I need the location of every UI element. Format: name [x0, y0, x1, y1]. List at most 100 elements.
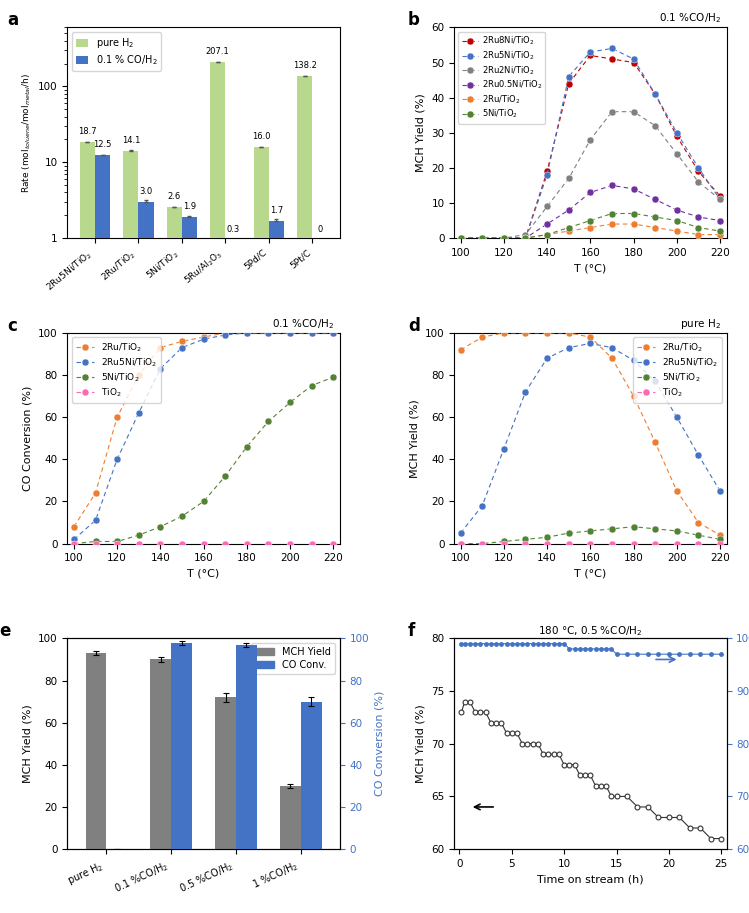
- 2Ru5Ni/TiO$_2$: [629, 355, 638, 366]
- 2Ru0.5Ni/TiO$_2$: [694, 212, 703, 223]
- 2Ru2Ni/TiO$_2$: [542, 201, 551, 212]
- 2Ru/TiO$_2$: [607, 352, 616, 363]
- 2Ru5Ni/TiO$_2$: [243, 328, 252, 339]
- 2Ru5Ni/TiO$_2$: [456, 233, 465, 244]
- 2Ru5Ni/TiO$_2$: [500, 444, 509, 455]
- Bar: [215, 698, 236, 849]
- 2Ru2Ni/TiO$_2$: [607, 106, 616, 117]
- TiO$_2$: [607, 538, 616, 549]
- Y-axis label: CO Conversion (%): CO Conversion (%): [22, 385, 32, 491]
- 2Ru/TiO$_2$: [673, 486, 682, 497]
- 2Ru5Ni/TiO$_2$: [70, 534, 79, 545]
- 2Ru0.5Ni/TiO$_2$: [715, 215, 724, 226]
- Bar: [301, 701, 321, 849]
- Text: f: f: [408, 623, 415, 640]
- TiO$_2$: [651, 538, 660, 549]
- Line: 5Ni/TiO$_2$: 5Ni/TiO$_2$: [457, 210, 724, 242]
- Line: TiO$_2$: TiO$_2$: [70, 540, 337, 547]
- Bar: [210, 62, 225, 913]
- 5Ni/TiO$_2$: [521, 534, 530, 545]
- Line: 5Ni/TiO$_2$: 5Ni/TiO$_2$: [457, 523, 724, 547]
- 2Ru2Ni/TiO$_2$: [478, 233, 487, 244]
- X-axis label: T (°C): T (°C): [187, 569, 219, 579]
- 5Ni/TiO$_2$: [673, 215, 682, 226]
- 2Ru/TiO$_2$: [651, 222, 660, 233]
- Bar: [172, 643, 192, 849]
- Text: 16.0: 16.0: [252, 131, 270, 141]
- 2Ru5Ni/TiO$_2$: [91, 515, 100, 526]
- TiO$_2$: [243, 538, 252, 549]
- 2Ru0.5Ni/TiO$_2$: [607, 180, 616, 191]
- 5Ni/TiO$_2$: [156, 521, 165, 532]
- Bar: [151, 659, 172, 849]
- 2Ru5Ni/TiO$_2$: [521, 386, 530, 397]
- 2Ru/TiO$_2$: [285, 328, 294, 339]
- 2Ru/TiO$_2$: [629, 218, 638, 229]
- Legend: 2Ru8Ni/TiO$_2$, 2Ru5Ni/TiO$_2$, 2Ru2Ni/TiO$_2$, 2Ru0.5Ni/TiO$_2$, 2Ru/TiO$_2$, 5: 2Ru8Ni/TiO$_2$, 2Ru5Ni/TiO$_2$, 2Ru2Ni/T…: [458, 32, 545, 123]
- 2Ru5Ni/TiO$_2$: [586, 338, 595, 349]
- 2Ru/TiO$_2$: [478, 331, 487, 342]
- TiO$_2$: [112, 538, 121, 549]
- Y-axis label: MCH Yield (%): MCH Yield (%): [416, 704, 425, 783]
- 5Ni/TiO$_2$: [500, 536, 509, 547]
- 2Ru5Ni/TiO$_2$: [607, 43, 616, 54]
- 2Ru2Ni/TiO$_2$: [586, 134, 595, 145]
- 5Ni/TiO$_2$: [629, 521, 638, 532]
- TiO$_2$: [521, 538, 530, 549]
- TiO$_2$: [478, 538, 487, 549]
- 2Ru5Ni/TiO$_2$: [673, 412, 682, 423]
- 2Ru2Ni/TiO$_2$: [673, 148, 682, 159]
- Legend: 2Ru/TiO$_2$, 2Ru5Ni/TiO$_2$, 5Ni/TiO$_2$, TiO$_2$: 2Ru/TiO$_2$, 2Ru5Ni/TiO$_2$, 5Ni/TiO$_2$…: [72, 338, 161, 403]
- 2Ru8Ni/TiO$_2$: [694, 166, 703, 177]
- 2Ru8Ni/TiO$_2$: [478, 233, 487, 244]
- Text: d: d: [408, 317, 419, 335]
- 2Ru/TiO$_2$: [178, 336, 187, 347]
- TiO$_2$: [221, 538, 230, 549]
- 2Ru5Ni/TiO$_2$: [500, 233, 509, 244]
- TiO$_2$: [91, 538, 100, 549]
- Bar: [297, 76, 312, 913]
- Text: c: c: [7, 317, 17, 335]
- 5Ni/TiO$_2$: [243, 441, 252, 452]
- 5Ni/TiO$_2$: [673, 526, 682, 537]
- 2Ru8Ni/TiO$_2$: [673, 131, 682, 142]
- 2Ru/TiO$_2$: [329, 328, 338, 339]
- TiO$_2$: [500, 538, 509, 549]
- TiO$_2$: [586, 538, 595, 549]
- 2Ru8Ni/TiO$_2$: [564, 79, 573, 89]
- X-axis label: Time on stream (h): Time on stream (h): [537, 875, 643, 885]
- Bar: [254, 147, 269, 913]
- 2Ru5Ni/TiO$_2$: [651, 89, 660, 100]
- TiO$_2$: [307, 538, 316, 549]
- X-axis label: T (°C): T (°C): [574, 569, 607, 579]
- 2Ru5Ni/TiO$_2$: [329, 328, 338, 339]
- 5Ni/TiO$_2$: [307, 380, 316, 391]
- 5Ni/TiO$_2$: [456, 233, 465, 244]
- 5Ni/TiO$_2$: [651, 523, 660, 534]
- 5Ni/TiO$_2$: [629, 208, 638, 219]
- 5Ni/TiO$_2$: [715, 226, 724, 236]
- Bar: [139, 202, 154, 913]
- Line: 5Ni/TiO$_2$: 5Ni/TiO$_2$: [70, 373, 337, 547]
- 5Ni/TiO$_2$: [586, 526, 595, 537]
- 5Ni/TiO$_2$: [134, 530, 143, 540]
- 2Ru0.5Ni/TiO$_2$: [629, 184, 638, 194]
- 2Ru5Ni/TiO$_2$: [478, 233, 487, 244]
- Text: 18.7: 18.7: [78, 127, 97, 136]
- 5Ni/TiO$_2$: [586, 215, 595, 226]
- Text: 12.5: 12.5: [94, 140, 112, 149]
- 2Ru/TiO$_2$: [586, 222, 595, 233]
- TiO$_2$: [178, 538, 187, 549]
- 2Ru/TiO$_2$: [199, 331, 208, 342]
- 2Ru/TiO$_2$: [607, 218, 616, 229]
- 2Ru5Ni/TiO$_2$: [564, 342, 573, 353]
- Text: b: b: [408, 11, 419, 29]
- 2Ru0.5Ni/TiO$_2$: [521, 233, 530, 244]
- 5Ni/TiO$_2$: [178, 510, 187, 521]
- 5Ni/TiO$_2$: [564, 528, 573, 539]
- 2Ru5Ni/TiO$_2$: [564, 71, 573, 82]
- Text: 0.1 %CO/H$_2$: 0.1 %CO/H$_2$: [659, 12, 721, 26]
- 2Ru/TiO$_2$: [221, 328, 230, 339]
- 2Ru/TiO$_2$: [243, 328, 252, 339]
- 5Ni/TiO$_2$: [500, 233, 509, 244]
